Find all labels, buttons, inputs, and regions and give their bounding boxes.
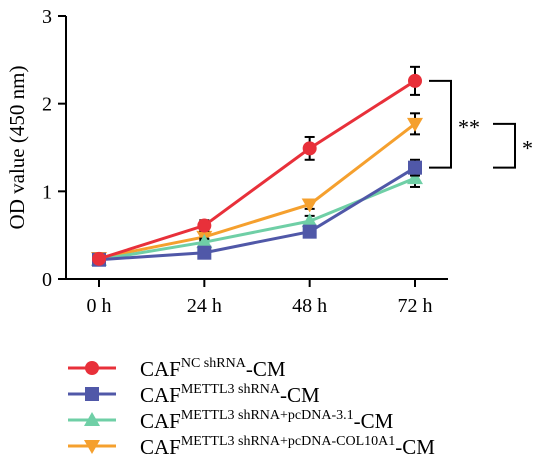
legend-entry-1: CAFNC shRNA-CM [68, 356, 286, 381]
significance-annotations: *** [429, 79, 533, 169]
data-point [197, 218, 212, 233]
axes: 0 1 2 3 0 h 24 h 48 h 72 h OD value (450 nm) [5, 6, 448, 317]
x-tick-label: 0 h [87, 295, 112, 317]
data-point [407, 117, 423, 132]
y-tick-label: 3 [42, 6, 52, 28]
x-tick-label: 72 h [398, 295, 433, 317]
legend-label: CAFMETTL3 shRNA+pcDNA-3.1-CM [140, 408, 394, 433]
series-1 [92, 65, 422, 266]
series-line [98, 79, 416, 261]
series-3 [91, 168, 423, 266]
bracket-line [429, 79, 452, 169]
legend-entry-4: CAFMETTL3 shRNA+pcDNA-COL10A1-CM [68, 434, 435, 459]
x-tick-label: 24 h [187, 295, 222, 317]
y-tick-label: 2 [42, 94, 52, 116]
legend-label: CAFMETTL3 shRNA-CM [140, 382, 320, 407]
data-point [407, 170, 423, 185]
series-layer [91, 65, 423, 267]
significance-bracket: ** [429, 79, 480, 169]
legend-marker [84, 440, 100, 454]
bracket-line [493, 122, 516, 169]
data-point [302, 141, 317, 156]
significance-label: * [522, 136, 533, 161]
legend-marker [85, 361, 99, 375]
x-tick-label: 48 h [292, 295, 327, 317]
data-point [197, 245, 212, 260]
data-point [302, 224, 317, 239]
data-point [408, 73, 422, 88]
y-tick-label: 0 [42, 269, 52, 291]
y-axis-label: OD value (450 nm) [5, 66, 29, 230]
legend-entry-3: CAFMETTL3 shRNA+pcDNA-3.1-CM [68, 408, 394, 433]
significance-label: ** [458, 114, 480, 139]
y-tick-label: 1 [42, 181, 52, 203]
legend-label: CAFNC shRNA-CM [140, 356, 286, 381]
series-line [98, 166, 416, 262]
legend-entry-2: CAFMETTL3 shRNA-CM [68, 382, 320, 407]
legend-marker [85, 387, 99, 401]
significance-bracket: * [493, 122, 533, 169]
data-point [301, 213, 318, 228]
data-point [408, 160, 422, 175]
data-point [92, 251, 106, 266]
data-point [301, 198, 318, 213]
legend-marker [84, 412, 100, 426]
legend-label: CAFMETTL3 shRNA+pcDNA-COL10A1-CM [140, 434, 435, 459]
series-line [98, 122, 416, 260]
data-point [196, 234, 213, 249]
